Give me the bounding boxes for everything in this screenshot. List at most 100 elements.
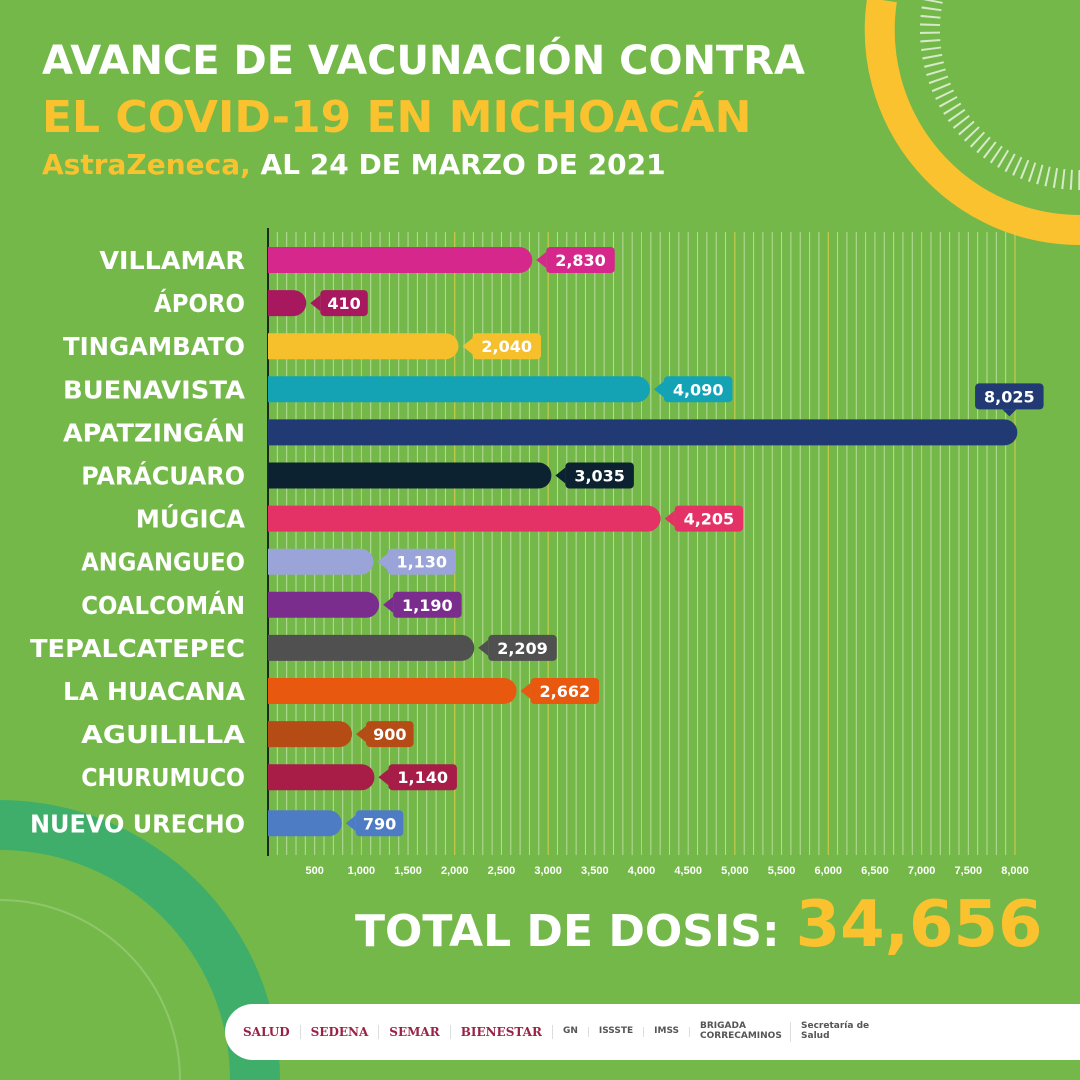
category-label: LA HUACANA [63,677,246,706]
x-tick-label: 4,000 [628,865,656,877]
value-label-badge [472,333,541,360]
bar [268,810,342,837]
value-label-badge [565,462,634,489]
value-label-pointer [1002,409,1017,417]
logo-secretar-a-de-salud: Secretaría de Salud [801,1021,870,1041]
category-label: PARÁCUARO [81,462,245,491]
bar [268,290,307,317]
x-tick-label: 500 [306,865,324,877]
title-line-1: AVANCE DE VACUNACIÓN CONTRA [42,38,805,84]
value-label: 2,040 [481,337,532,356]
value-label: 2,209 [497,639,548,658]
value-label: 3,035 [574,467,625,486]
value-label: 2,830 [555,251,606,270]
logo-imss: IMSS [654,1026,691,1037]
category-label: VILLAMAR [99,246,245,275]
value-label-badge [393,591,462,618]
value-label-pointer [462,338,473,355]
category-label: MÚGICA [136,504,246,534]
x-tick-label: 5,000 [721,865,749,877]
value-label-pointer [345,815,356,832]
category-label: TINGAMBATO [63,332,245,361]
category-label: ÁPORO [154,289,245,318]
bar [268,247,533,273]
category-label: NUEVO URECHO [30,809,245,838]
bar [268,462,552,489]
value-label-pointer [555,467,566,484]
bar [268,591,380,618]
value-label-badge [663,376,733,403]
category-label: AGUILILLA [81,720,246,749]
value-label: 900 [373,725,406,744]
value-label-badge [388,764,457,791]
bar [268,333,459,360]
x-tick-label: 4,500 [674,865,702,877]
value-label-pointer [310,295,321,312]
value-label-pointer [356,726,367,743]
value-label-pointer [520,683,531,699]
value-label-pointer [383,596,394,613]
subtitle: AstraZeneca, AL 24 DE MARZO DE 2021 [42,148,666,181]
value-label-pointer [653,381,664,398]
logo-bienestar: BIENESTAR [461,1025,553,1039]
x-tick-label: 3,000 [534,865,562,877]
value-label-badge [975,383,1044,410]
x-tick-label: 8,000 [1001,865,1029,877]
value-label: 410 [327,294,360,313]
subtitle-date: AL 24 DE MARZO DE 2021 [250,148,666,181]
value-label-badge [546,247,615,273]
x-tick-label: 6,000 [814,865,842,877]
value-label-badge [674,505,744,532]
value-label-badge [355,810,404,837]
x-tick-label: 7,000 [908,865,936,877]
x-tick-label: 7,500 [955,865,983,877]
yellow-arc-decoration [864,0,1080,246]
value-label: 4,205 [684,510,735,529]
x-tick-label: 5,500 [768,865,796,877]
category-label: TEPALCATEPEC [30,634,245,663]
value-label: 790 [363,814,396,833]
logo-semar: SEMAR [389,1025,451,1039]
value-label: 4,090 [673,380,724,399]
value-label-badge [387,548,457,575]
bar [268,505,661,532]
x-tick-label: 1,000 [348,865,376,877]
logo-brigada-correcaminos: BRIGADA CORRECAMINOS [700,1021,792,1042]
value-label-badge [530,678,600,704]
value-label-badge [366,721,414,748]
x-tick-label: 1,500 [394,865,422,877]
category-label: BUENAVISTA [63,375,246,404]
footer-logos: SALUD SEDENA SEMAR BIENESTAR GN ISSSTE IMSS BRI… [225,1004,1080,1060]
ring-decoration [0,899,181,1080]
value-label: 1,130 [396,553,447,572]
logo-salud: SALUD [243,1025,301,1039]
bar [268,678,517,704]
value-label: 2,662 [540,682,591,701]
x-tick-label: 2,000 [441,865,469,877]
x-tick-label: 2,500 [488,865,516,877]
value-label-pointer [536,252,547,268]
total-label: TOTAL DE DOSIS: [355,906,780,957]
value-label: 8,025 [984,387,1035,406]
bar [268,764,375,791]
category-label: ANGANGUEO [81,548,245,577]
x-tick-label: 6,500 [861,865,889,877]
total-value: 34,656 [795,888,1043,962]
x-tick-label: 3,500 [581,865,609,877]
category-label: CHURUMUCO [81,763,245,792]
value-label: 1,190 [402,596,453,615]
value-label-badge [488,634,557,661]
bar [268,721,353,748]
title-line-2: EL COVID-19 EN MICHOACÁN [42,92,752,143]
value-label-pointer [378,769,389,786]
value-label-badge [320,290,368,317]
category-label: APATZINGÁN [63,418,245,447]
bar [268,634,475,661]
logo-sedena: SEDENA [311,1025,380,1039]
vaccine-brand: AstraZeneca, [42,148,251,181]
bar [268,548,374,575]
inner-circle-decoration [0,850,230,1080]
value-label-pointer [478,639,489,656]
